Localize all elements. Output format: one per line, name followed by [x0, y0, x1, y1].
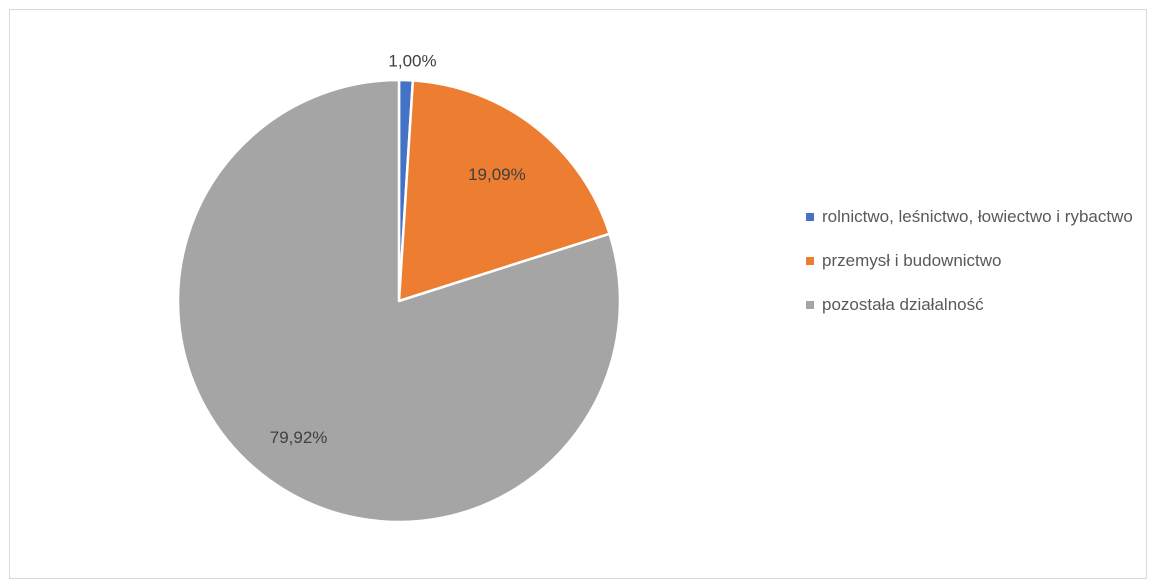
legend-item-industry: przemysł i budownictwo [806, 248, 1146, 274]
data-label-industry: 19,09% [468, 165, 526, 184]
legend-label-industry: przemysł i budownictwo [822, 251, 1002, 270]
legend-swatch-industry [806, 257, 814, 265]
pie-slice-other [176, 78, 622, 524]
legend-item-agriculture: rolnictwo, leśnictwo, łowiectwo i rybact… [806, 204, 1146, 230]
pie-data-labels: 1,00% 19,09% 79,92% [270, 52, 526, 447]
legend-item-other: pozostała działalność [806, 292, 1146, 318]
legend-swatch-agriculture [806, 213, 814, 221]
pie-slice-industry [397, 79, 611, 303]
legend-label-other: pozostała działalność [822, 295, 984, 314]
data-label-other: 79,92% [270, 428, 328, 447]
data-label-agriculture: 1,00% [388, 52, 436, 71]
legend-label-agriculture: rolnictwo, leśnictwo, łowiectwo i rybact… [822, 207, 1133, 226]
legend: rolnictwo, leśnictwo, łowiectwo i rybact… [806, 204, 1146, 318]
pie-slices [176, 78, 622, 524]
legend-swatch-other [806, 301, 814, 309]
